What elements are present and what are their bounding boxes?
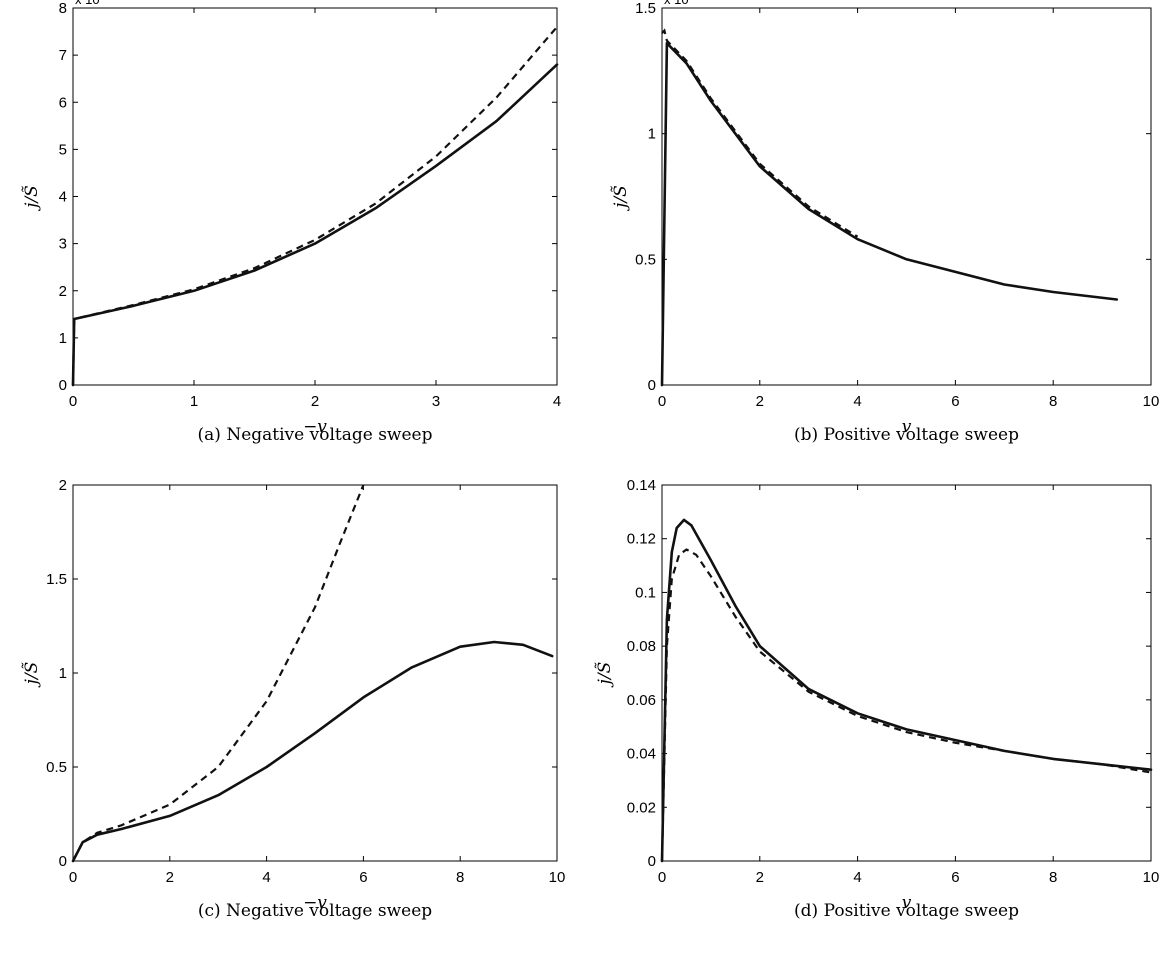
x-tick-label: 6 bbox=[359, 869, 367, 886]
y-axis-label: j/S̃ bbox=[611, 185, 631, 212]
y-tick-label: 0.12 bbox=[627, 531, 656, 548]
y-tick-label: 0.5 bbox=[635, 251, 656, 268]
y-tick-label: 4 bbox=[59, 189, 67, 206]
x-tick-label: 2 bbox=[756, 869, 764, 886]
y-tick-label: 0 bbox=[648, 853, 656, 870]
y-tick-label: 1.5 bbox=[635, 0, 656, 17]
panel-a: 01234012345678x 10−3−vj/S̃(a) Negative v… bbox=[22, 0, 561, 445]
plot-frame bbox=[72, 484, 558, 862]
series-line-solid bbox=[660, 41, 1119, 387]
panel-caption: (b) Positive voltage sweep bbox=[794, 425, 1019, 445]
x-tick-label: 4 bbox=[853, 869, 861, 886]
x-tick-label: 2 bbox=[166, 869, 174, 886]
plot-frame bbox=[72, 7, 558, 386]
y-tick-label: 3 bbox=[59, 236, 67, 253]
y-tick-label: 8 bbox=[59, 0, 67, 17]
x-tick-label: 8 bbox=[1049, 869, 1057, 886]
x-tick-label: 4 bbox=[553, 393, 561, 410]
x-tick-label: 10 bbox=[549, 869, 566, 886]
y-tick-label: 1.5 bbox=[46, 571, 67, 588]
panel-caption: (d) Positive voltage sweep bbox=[794, 901, 1019, 921]
panel-c: 0 2 4 6 8 10 0 0.5 1 1.5 2 −v j/S̃ (c) Negative volta… bbox=[22, 477, 565, 921]
series-line-solid bbox=[71, 63, 559, 387]
series-line-dashed bbox=[661, 28, 859, 238]
x-axis-label: v bbox=[902, 893, 912, 913]
x-tick-label: 3 bbox=[432, 393, 440, 410]
y-tick-label: 1 bbox=[59, 330, 67, 347]
x-axis-label: v bbox=[902, 417, 912, 437]
y-tick-label: 1 bbox=[59, 665, 67, 682]
x-tick-label: 10 bbox=[1143, 869, 1160, 886]
y-tick-label: 7 bbox=[59, 47, 67, 64]
panel-d: 0 2 4 6 8 10 0 0.02 0.04 0.06 0.08 0.1 0.12 0.14 v j/S̃… bbox=[595, 477, 1159, 921]
y-tick-label: 0.02 bbox=[627, 799, 656, 816]
plot-frame bbox=[661, 7, 1152, 386]
x-tick-label: 2 bbox=[311, 393, 319, 410]
series-line-solid bbox=[660, 518, 1153, 863]
y-tick-label: 0.1 bbox=[635, 584, 656, 601]
y-tick-label: 1 bbox=[648, 126, 656, 143]
axis-multiplier: x 10 bbox=[75, 0, 100, 7]
x-tick-label: 0 bbox=[658, 869, 666, 886]
x-tick-label: 8 bbox=[456, 869, 464, 886]
y-axis-label: j/S̃ bbox=[595, 662, 615, 689]
plot-frame bbox=[661, 484, 1152, 862]
x-tick-label: 6 bbox=[951, 869, 959, 886]
y-tick-label: 0 bbox=[648, 377, 656, 394]
series-line-solid bbox=[71, 640, 554, 863]
x-tick-label: 4 bbox=[262, 869, 270, 886]
panel-caption: (c) Negative voltage sweep bbox=[198, 901, 432, 921]
series-line-dashed bbox=[72, 484, 365, 862]
y-tick-label: 0.14 bbox=[627, 477, 656, 494]
x-tick-label: 0 bbox=[69, 393, 77, 410]
y-tick-label: 5 bbox=[59, 141, 67, 158]
x-tick-label: 0 bbox=[658, 393, 666, 410]
y-tick-label: 2 bbox=[59, 283, 67, 300]
x-tick-label: 4 bbox=[853, 393, 861, 410]
y-tick-label: 0.04 bbox=[627, 746, 656, 763]
y-tick-label: 0 bbox=[59, 853, 67, 870]
x-axis-label: −v bbox=[303, 417, 327, 437]
y-tick-label: 0.5 bbox=[46, 759, 67, 776]
y-tick-label: 0 bbox=[59, 377, 67, 394]
y-tick-label: 6 bbox=[59, 94, 67, 111]
series-line-dashed bbox=[660, 548, 1152, 862]
axis-multiplier: x 10 bbox=[664, 0, 689, 7]
x-tick-label: 0 bbox=[69, 869, 77, 886]
x-tick-label: 6 bbox=[951, 393, 959, 410]
y-tick-label: 0.06 bbox=[627, 692, 656, 709]
x-tick-label: 1 bbox=[190, 393, 198, 410]
series-line-dashed bbox=[71, 26, 558, 386]
y-tick-label: 0.08 bbox=[627, 638, 656, 655]
y-tick-label: 2 bbox=[59, 477, 67, 494]
x-tick-label: 10 bbox=[1143, 393, 1160, 410]
x-axis-label: −v bbox=[303, 893, 327, 913]
y-axis-label: j/S̃ bbox=[22, 662, 42, 689]
y-axis-label: j/S̃ bbox=[22, 185, 42, 212]
x-tick-label: 8 bbox=[1049, 393, 1057, 410]
panel-caption: (a) Negative voltage sweep bbox=[198, 425, 433, 445]
x-tick-label: 2 bbox=[756, 393, 764, 410]
